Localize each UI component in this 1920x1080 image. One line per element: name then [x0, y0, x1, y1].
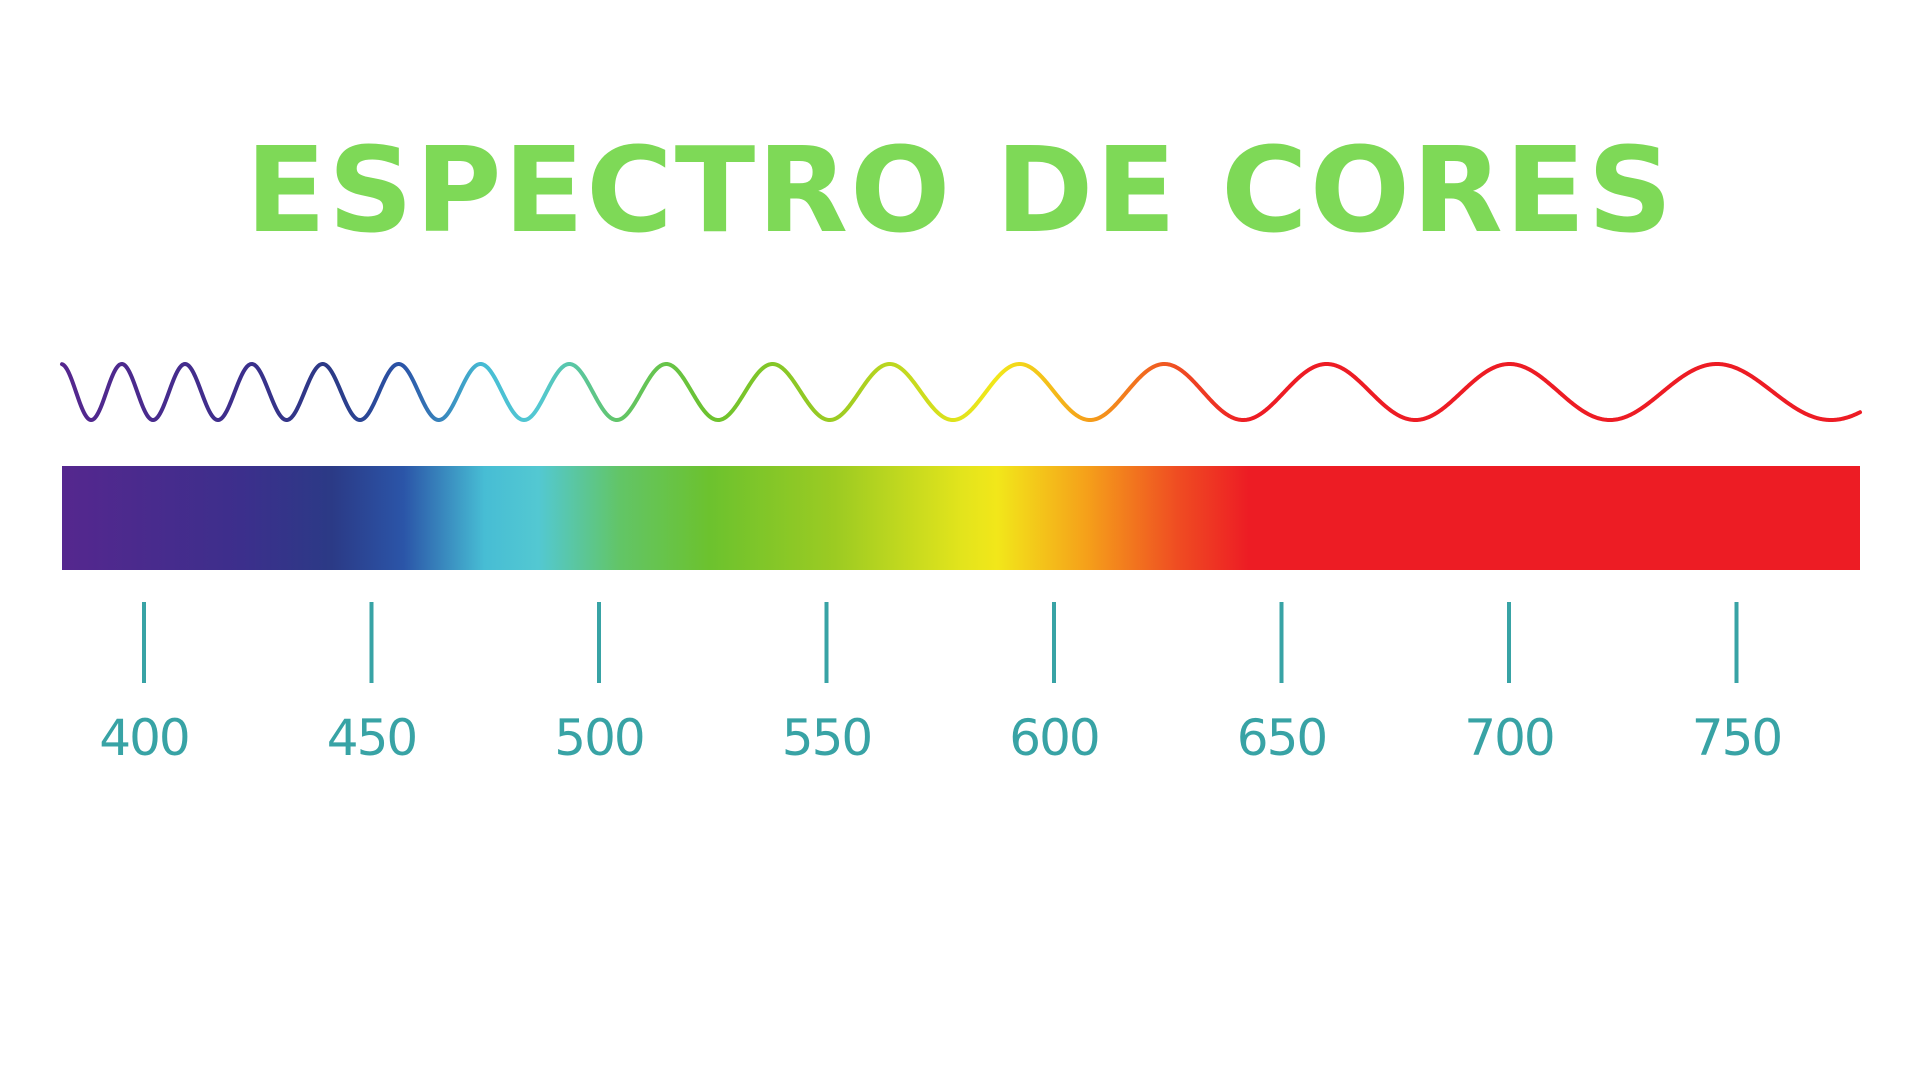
tick-label-700: 700	[1464, 709, 1553, 767]
page-title: ESPECTRO DE CORES	[245, 121, 1675, 259]
tick-label-500: 500	[554, 709, 643, 767]
tick-label-600: 600	[1009, 709, 1098, 767]
spectrum-bar	[62, 466, 1860, 570]
tick-label-750: 750	[1692, 709, 1781, 767]
tick-label-400: 400	[99, 709, 188, 767]
wave-line	[60, 362, 1862, 422]
tick-label-450: 450	[327, 709, 416, 767]
tick-label-550: 550	[782, 709, 871, 767]
tick-label-650: 650	[1237, 709, 1326, 767]
wavelength-scale: 400 450 500 550 600 650 700 750	[99, 602, 1783, 767]
